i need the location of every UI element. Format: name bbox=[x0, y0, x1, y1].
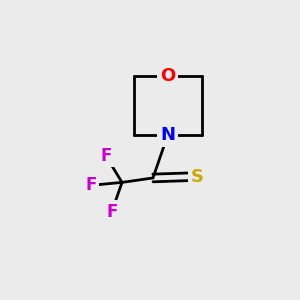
Text: F: F bbox=[106, 203, 117, 221]
Text: O: O bbox=[160, 68, 175, 85]
Text: N: N bbox=[160, 126, 175, 144]
Text: F: F bbox=[85, 176, 97, 194]
Text: F: F bbox=[100, 147, 112, 165]
Text: S: S bbox=[190, 167, 204, 185]
